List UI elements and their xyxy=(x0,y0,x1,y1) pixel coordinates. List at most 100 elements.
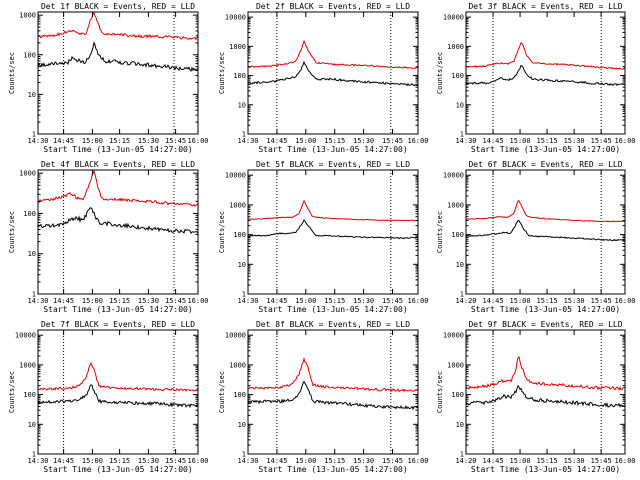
x-axis-label: Start Time (13-Jun-05 14:27:00) xyxy=(43,145,192,154)
series-lld-line xyxy=(37,169,199,207)
det1-panel: Det 1f BLACK = Events, RED = LLD 1 10 100 10… xyxy=(8,2,209,154)
x-tick-label: 14:45 xyxy=(482,137,503,145)
y-axis-label: Counts/sec xyxy=(218,52,226,94)
x-tick-label: 14:45 xyxy=(53,137,74,145)
plot-title: Det 6f BLACK = Events, RED = LLD xyxy=(468,160,622,169)
x-tick-label: 15:45 xyxy=(591,137,612,145)
x-axis-label: Start Time (13-Jun-05 14:27:00) xyxy=(471,305,620,314)
series-events-line xyxy=(37,207,199,235)
y-tick-label: 100 xyxy=(23,391,36,399)
x-tick-label: 15:00 xyxy=(82,297,103,305)
plot-frame xyxy=(247,11,419,135)
y-tick-label: 100 xyxy=(451,231,464,239)
y-tick-label: 1000 xyxy=(229,361,246,369)
x-tick-label: 15:00 xyxy=(82,137,103,145)
y-tick-label: 100 xyxy=(233,72,246,80)
y-tick-label: 10 xyxy=(456,101,464,109)
y-tick-label: 1000 xyxy=(447,43,464,51)
x-tick-label: 14:30 xyxy=(27,137,48,145)
plot-title: Det 7f BLACK = Events, RED = LLD xyxy=(41,320,195,329)
x-tick-label: 15:15 xyxy=(324,457,345,465)
x-tick-label: 14:45 xyxy=(53,297,74,305)
x-tick-label: 15:00 xyxy=(295,457,316,465)
series-lld-line xyxy=(247,356,419,393)
x-tick-label: 15:00 xyxy=(295,297,316,305)
plot-frame xyxy=(37,11,199,135)
x-tick-label: 15:15 xyxy=(537,457,558,465)
y-tick-label: 10 xyxy=(28,421,36,429)
det9-panel: Det 9f BLACK = Events, RED = LLD 1 10 100 10… xyxy=(436,320,636,474)
y-tick-label: 100 xyxy=(233,231,246,239)
x-tick-label: 15:45 xyxy=(382,297,403,305)
x-tick-label: 14:20 xyxy=(455,297,476,305)
x-tick-label: 15:15 xyxy=(109,297,130,305)
y-tick-label: 100 xyxy=(451,391,464,399)
x-tick-label: 14:30 xyxy=(237,137,258,145)
series-lld-line xyxy=(37,11,199,41)
x-tick-label: 15:30 xyxy=(138,297,159,305)
x-tick-label: 15:15 xyxy=(324,137,345,145)
y-tick-label: 10000 xyxy=(443,172,464,180)
x-tick-label: 15:30 xyxy=(564,137,585,145)
x-tick-label: 15:45 xyxy=(165,297,186,305)
x-axis-label: Start Time (13-Jun-05 14:27:00) xyxy=(471,145,620,154)
y-axis-label: Counts/sec xyxy=(436,371,444,413)
plot-title: Det 8f BLACK = Events, RED = LLD xyxy=(256,320,410,329)
y-tick-label: 10000 xyxy=(15,332,36,340)
y-tick-label: 100 xyxy=(23,210,36,218)
x-axis-label: Start Time (13-Jun-05 14:27:00) xyxy=(258,145,407,154)
y-tick-label: 10 xyxy=(238,101,246,109)
y-tick-label: 1000 xyxy=(19,170,36,178)
x-tick-label: 15:00 xyxy=(82,457,103,465)
y-tick-label: 10 xyxy=(28,250,36,258)
det4-panel: Det 4f BLACK = Events, RED = LLD 1 10 100 10… xyxy=(8,160,209,314)
y-tick-label: 100 xyxy=(233,391,246,399)
x-tick-label: 16:00 xyxy=(187,137,208,145)
plot-title: Det 4f BLACK = Events, RED = LLD xyxy=(41,160,195,169)
x-tick-label: 15:45 xyxy=(165,457,186,465)
x-tick-label: 15:30 xyxy=(353,457,374,465)
series-events-line xyxy=(465,384,626,408)
x-tick-label: 16:00 xyxy=(614,457,635,465)
y-tick-label: 10 xyxy=(28,91,36,99)
plot-title: Det 9f BLACK = Events, RED = LLD xyxy=(468,320,622,329)
plot-frame xyxy=(247,329,419,455)
x-tick-label: 15:00 xyxy=(510,137,531,145)
y-tick-label: 1000 xyxy=(447,361,464,369)
det8-panel: Det 8f BLACK = Events, RED = LLD 1 10 100 10… xyxy=(218,320,429,474)
x-tick-label: 15:45 xyxy=(382,457,403,465)
x-tick-label: 14:30 xyxy=(27,457,48,465)
y-tick-label: 100 xyxy=(451,72,464,80)
y-tick-label: 10000 xyxy=(225,14,246,22)
y-axis-label: Counts/sec xyxy=(8,211,16,253)
plot-frame xyxy=(247,169,419,295)
det2-panel: Det 2f BLACK = Events, RED = LLD 1 10 100 10… xyxy=(218,2,429,154)
x-tick-label: 15:15 xyxy=(537,297,558,305)
series-events-line xyxy=(247,380,419,411)
series-lld-line xyxy=(465,356,626,391)
x-tick-label: 14:20 xyxy=(455,457,476,465)
series-lld-line xyxy=(465,200,625,223)
y-tick-label: 1000 xyxy=(19,12,36,20)
x-tick-label: 15:45 xyxy=(382,137,403,145)
y-tick-label: 10000 xyxy=(443,14,464,22)
y-tick-label: 1000 xyxy=(229,201,246,209)
det7-panel: Det 7f BLACK = Events, RED = LLD 1 10 100 10… xyxy=(8,320,209,474)
y-tick-label: 10000 xyxy=(225,332,246,340)
y-tick-label: 10 xyxy=(456,421,464,429)
x-tick-label: 14:30 xyxy=(27,297,48,305)
y-axis-label: Counts/sec xyxy=(436,52,444,94)
y-tick-label: 1000 xyxy=(447,201,464,209)
series-lld-line xyxy=(247,199,419,222)
y-axis-label: Counts/sec xyxy=(436,211,444,253)
x-tick-label: 15:00 xyxy=(295,137,316,145)
x-tick-label: 15:30 xyxy=(138,457,159,465)
x-tick-label: 14:30 xyxy=(455,137,476,145)
x-tick-label: 15:15 xyxy=(537,137,558,145)
x-axis-label: Start Time (13-Jun-05 14:27:00) xyxy=(258,305,407,314)
x-tick-label: 16:00 xyxy=(407,297,428,305)
x-tick-label: 16:00 xyxy=(614,297,635,305)
x-tick-label: 15:15 xyxy=(324,297,345,305)
series-events-line xyxy=(37,384,199,409)
